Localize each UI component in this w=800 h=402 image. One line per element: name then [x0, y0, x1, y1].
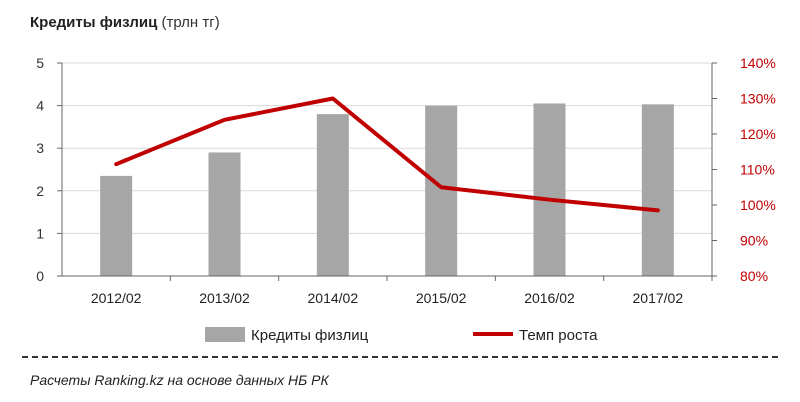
x-tick-label: 2012/02 — [91, 290, 142, 306]
y-left-tick-label: 0 — [36, 268, 44, 284]
chart-title-unit: (трлн тг) — [161, 14, 220, 31]
legend: Кредиты физлиц Темп роста — [205, 327, 598, 344]
y-left-tick-label: 4 — [36, 98, 44, 114]
bar — [100, 175, 133, 276]
combo-chart: 0 1 2 3 4 5 80% 90% 100% 110% 120% 130% 140% 2012/02 2… — [36, 55, 776, 344]
bar — [533, 103, 566, 276]
growth-rate-line — [114, 96, 660, 213]
y-right-tick-label: 100% — [740, 197, 776, 213]
x-tick-label: 2014/02 — [308, 290, 359, 306]
y-right-tick-label: 120% — [740, 126, 776, 142]
bar — [208, 152, 241, 276]
axes-group: 0 1 2 3 4 5 80% 90% 100% 110% 120% 130% 140% 2012/02 2… — [36, 55, 776, 306]
y-right-tick-label: 110% — [740, 162, 775, 178]
y-right-tick-label: 140% — [740, 55, 776, 71]
bar — [641, 104, 674, 277]
y-left-tick-label: 2 — [36, 183, 44, 199]
grid-lines — [62, 62, 712, 234]
y-left-tick-label: 1 — [36, 225, 44, 241]
chart-title-main: Кредиты физлиц — [30, 14, 158, 31]
legend-label-line: Темп роста — [519, 327, 598, 344]
y-left-tick-label: 5 — [36, 55, 44, 71]
x-tick-label: 2016/02 — [524, 290, 575, 306]
y-right-tick-label: 90% — [740, 233, 768, 249]
y-right-tick-label: 130% — [740, 91, 776, 107]
growth-line-group — [114, 96, 660, 213]
x-tick-label: 2013/02 — [199, 290, 250, 306]
x-tick-label: 2015/02 — [416, 290, 467, 306]
legend-swatch-bars — [205, 327, 245, 342]
x-tick-label: 2017/02 — [633, 290, 684, 306]
bar — [316, 114, 349, 277]
bars-group — [100, 103, 674, 277]
bar — [425, 105, 458, 276]
chart-title: Кредиты физлиц (трлн тг) — [30, 14, 220, 31]
y-left-tick-label: 3 — [36, 140, 44, 156]
legend-label-bars: Кредиты физлиц — [251, 327, 369, 344]
y-right-tick-label: 80% — [740, 268, 768, 284]
source-note: Расчеты Ranking.kz на основе данных НБ Р… — [30, 372, 329, 388]
dashed-divider — [22, 356, 778, 358]
